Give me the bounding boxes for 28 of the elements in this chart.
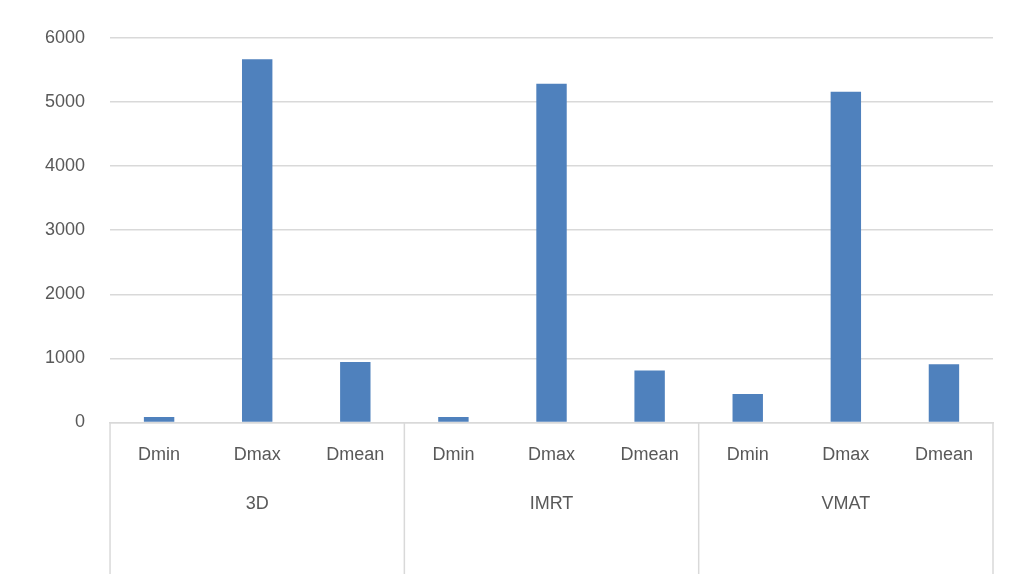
x-tick-label: Dmin xyxy=(138,444,181,465)
y-tick-label: 4000 xyxy=(45,155,86,176)
text: VMAT xyxy=(821,493,871,514)
bar xyxy=(830,91,862,422)
bar xyxy=(732,394,763,422)
x-tick-label: Dmin xyxy=(726,444,769,465)
bar xyxy=(242,59,273,422)
text: 3D xyxy=(245,493,269,514)
y-tick-label: 6000 xyxy=(45,26,86,47)
x-tick-label: Dmean xyxy=(326,444,385,465)
x-tick-label: Dmax xyxy=(233,444,281,465)
y-tick-label: 5000 xyxy=(45,91,86,112)
y-tick-label: 0 xyxy=(75,411,86,432)
text: IMRT xyxy=(529,493,574,514)
bar xyxy=(634,370,665,422)
bar xyxy=(340,361,371,422)
bar xyxy=(928,364,960,422)
bar xyxy=(438,416,469,422)
x-tick-label: Dmax xyxy=(528,444,576,465)
bar xyxy=(143,416,175,422)
x-tick-label: Dmean xyxy=(914,444,973,465)
x-tick-label: Dmean xyxy=(620,444,679,465)
y-tick-label: 3000 xyxy=(45,219,86,240)
y-tick-label: 1000 xyxy=(45,347,86,368)
x-tick-label: Dmax xyxy=(822,444,870,465)
bar xyxy=(536,83,567,422)
x-tick-label: Dmin xyxy=(432,444,475,465)
y-tick-label: 2000 xyxy=(45,283,86,304)
